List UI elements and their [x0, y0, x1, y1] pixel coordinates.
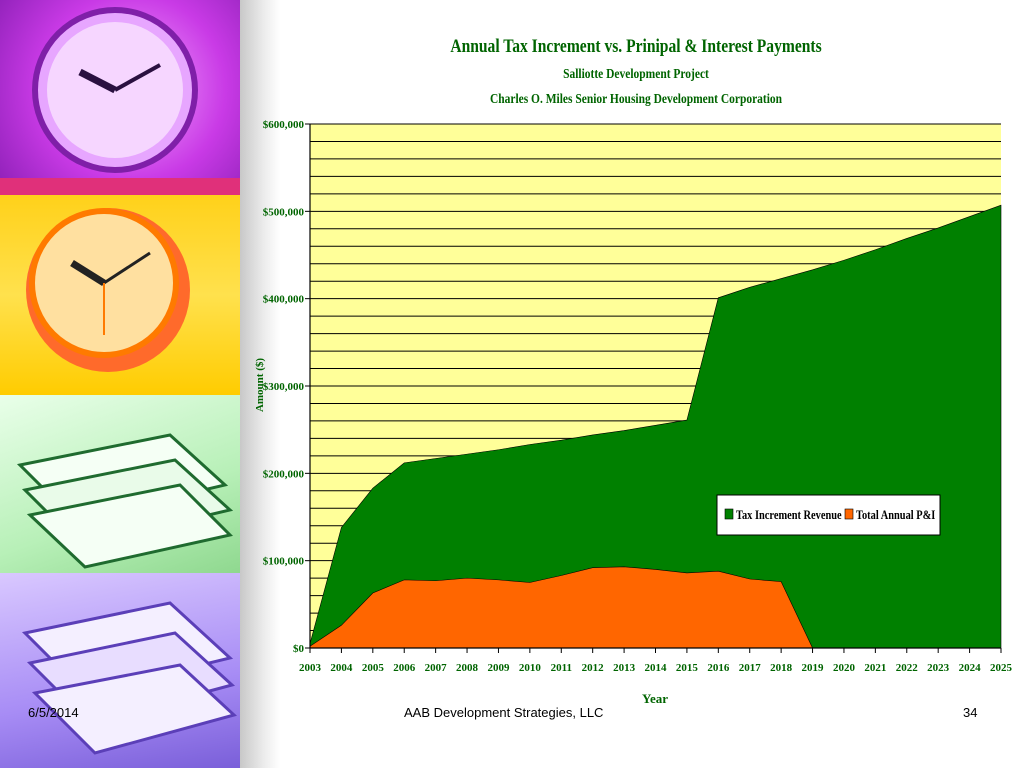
chart-container: Annual Tax Increment vs. Prinipal & Inte…	[250, 25, 1020, 715]
purple-papers-image	[0, 573, 240, 768]
series-areas	[309, 204, 1002, 649]
x-tick-label: 2011	[551, 662, 572, 674]
legend-swatch-tax	[724, 508, 734, 520]
chart-title: Annual Tax Increment vs. Prinipal & Inte…	[450, 36, 822, 57]
y-tick-label: $300,000	[263, 381, 305, 393]
chart-subtitle-2: Charles O. Miles Senior Housing Developm…	[490, 91, 782, 106]
y-tick-label: $0	[293, 643, 305, 655]
green-papers-image	[0, 395, 240, 573]
x-tick-label: 2019	[802, 662, 825, 674]
x-axis-label: Year	[642, 691, 668, 706]
series-area-2	[309, 566, 814, 649]
x-tick-label: 2022	[896, 662, 919, 674]
y-axis-label: Amount ($)	[254, 358, 266, 412]
decorative-image-strip	[0, 0, 240, 768]
legend-label-tax: Tax Increment Revenue	[736, 508, 842, 522]
y-tick-label: $400,000	[263, 294, 305, 306]
x-tick-label: 2007	[425, 662, 448, 674]
y-tick-label: $500,000	[263, 206, 305, 218]
y-tick-label: $200,000	[263, 468, 305, 480]
x-tick-label: 2024	[959, 662, 982, 674]
x-tick-label: 2009	[487, 662, 510, 674]
yellow-clock-image	[0, 195, 240, 395]
area-chart: Annual Tax Increment vs. Prinipal & Inte…	[254, 36, 1013, 706]
purple-clock-image	[0, 0, 240, 195]
x-tick-label: 2005	[362, 662, 385, 674]
footer-page-number: 34	[963, 705, 978, 720]
x-tick-label: 2004	[330, 662, 353, 674]
x-tick-label: 2012	[582, 662, 605, 674]
x-tick-label: 2018	[770, 662, 793, 674]
yellow-clock-icon	[26, 208, 190, 372]
x-tick-label: 2025	[990, 662, 1013, 674]
axes	[305, 123, 1002, 653]
x-tick-label: 2014	[645, 662, 668, 674]
x-tick-label: 2023	[927, 662, 950, 674]
footer-company: AAB Development Strategies, LLC	[404, 705, 604, 720]
y-tick-label: $600,000	[263, 119, 305, 131]
x-tick-label: 2015	[676, 662, 699, 674]
x-tick-label: 2006	[393, 662, 416, 674]
chart-legend: Tax Increment Revenue Total Annual P&I	[716, 494, 941, 536]
x-tick-label: 2013	[613, 662, 636, 674]
x-tick-label: 2008	[456, 662, 479, 674]
series-area-1	[309, 204, 1002, 649]
footer-date: 6/5/2014	[28, 705, 79, 720]
x-tick-label: 2021	[864, 662, 886, 674]
stack-of-papers-icon	[16, 433, 234, 569]
purple-clock-icon	[0, 7, 240, 195]
legend-box	[716, 494, 941, 536]
y-tick-label: $100,000	[263, 556, 305, 568]
legend-label-pi: Total Annual P&I	[856, 508, 936, 522]
x-tick-label: 2016	[707, 662, 730, 674]
x-tick-label: 2003	[299, 662, 322, 674]
chart-subtitle: Salliotte Development Project	[563, 66, 709, 81]
x-tick-labels: 2003 2004 2005 2006 2007 2008 2009 2010 2011 2012…	[299, 662, 1013, 674]
legend-swatch-pi	[844, 508, 854, 520]
y-tick-labels: $0 $100,000 $200,000 $300,000 $400,000 $500,0…	[263, 119, 305, 655]
x-tick-label: 2010	[519, 662, 542, 674]
strip-shadow	[240, 0, 280, 768]
x-tick-label: 2017	[739, 662, 762, 674]
stack-of-papers-icon	[21, 601, 238, 755]
x-tick-label: 2020	[833, 662, 856, 674]
